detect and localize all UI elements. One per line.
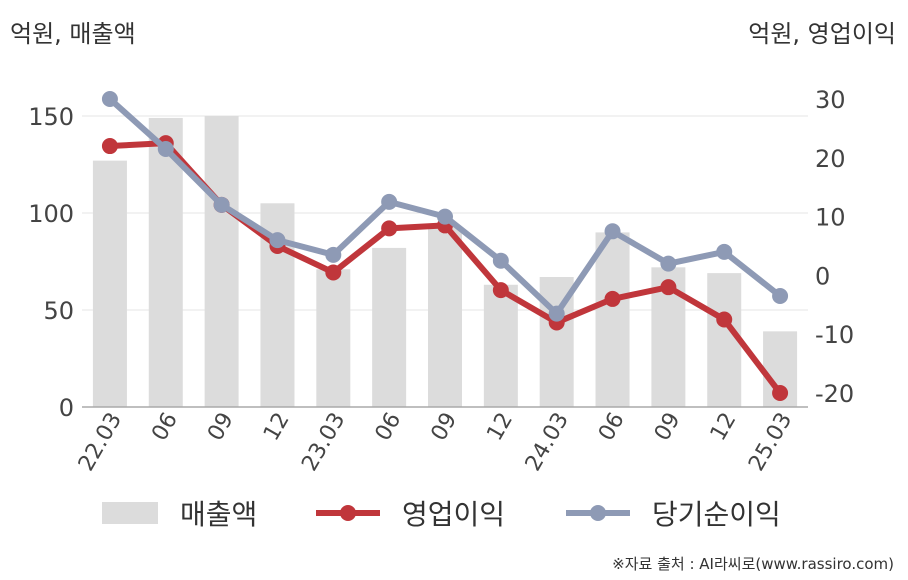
bar-sales (428, 226, 462, 407)
left-tick-label: 50 (43, 297, 74, 325)
left-tick-label: 100 (28, 200, 74, 228)
x-tick-label: 06 (594, 409, 630, 446)
legend-net-label: 당기순이익 (652, 498, 781, 531)
point-net-profit (381, 193, 398, 210)
right-tick-label: 0 (815, 262, 830, 290)
legend-operating-label: 영업이익 (402, 498, 506, 531)
x-tick-label: 06 (147, 409, 183, 446)
point-operating-profit (492, 282, 509, 299)
point-net-profit (548, 305, 565, 322)
point-net-profit (772, 287, 789, 304)
legend-operating-swatch (316, 502, 380, 524)
bar-sales (595, 232, 630, 407)
point-operating-profit (325, 264, 342, 281)
point-operating-profit (660, 279, 677, 296)
left-axis-unit-label: 억원, 매출액 (10, 20, 136, 48)
bar-sales (92, 160, 127, 407)
right-tick-label: 10 (815, 204, 846, 232)
legend-item-net: 당기순이익 (566, 493, 781, 533)
left-tick-label: 0 (59, 394, 74, 422)
point-operating-profit (772, 385, 789, 401)
right-tick-label: -20 (815, 380, 854, 408)
left-tick-label: 150 (28, 103, 74, 131)
point-net-profit (492, 252, 509, 269)
point-net-profit (660, 255, 677, 272)
point-operating-profit (381, 220, 398, 237)
x-tick-label: 24.03 (521, 409, 574, 476)
point-operating-profit (604, 290, 621, 307)
point-net-profit (157, 140, 174, 157)
bar-sales (372, 247, 407, 407)
bar-sales (148, 117, 183, 407)
legend-item-operating: 영업이익 (316, 493, 505, 533)
x-tick-label: 22.03 (74, 409, 127, 476)
x-tick-label: 06 (371, 409, 407, 446)
point-net-profit (716, 243, 733, 260)
point-net-profit (269, 232, 286, 249)
bar-sales (707, 273, 742, 407)
right-tick-label: -10 (815, 321, 854, 349)
chart-legend: 매출액 영업이익 당기순이익 (0, 493, 908, 533)
x-tick-label: 09 (427, 409, 463, 446)
point-net-profit (101, 91, 118, 107)
point-net-profit (437, 208, 453, 225)
legend-sales-label: 매출액 (180, 498, 258, 531)
x-tick-label: 09 (203, 409, 239, 446)
x-tick-label: 12 (259, 409, 295, 446)
x-tick-label: 23.03 (297, 409, 350, 476)
right-tick-label: 30 (815, 86, 846, 114)
point-net-profit (604, 223, 621, 240)
legend-sales-swatch (102, 502, 158, 524)
x-tick-label: 12 (706, 409, 742, 446)
bar-sales (316, 269, 351, 407)
source-note: ※자료 출처 : AI라씨로(www.rassiro.com) (612, 555, 894, 573)
point-operating-profit (101, 138, 118, 155)
x-tick-label: 12 (482, 409, 518, 446)
right-axis-unit-label: 억원, 영업이익 (748, 20, 896, 48)
legend-item-sales: 매출액 (102, 493, 257, 533)
bar-sales (204, 116, 239, 407)
x-tick-label: 25.03 (744, 409, 797, 476)
bar-sales (483, 284, 518, 407)
point-net-profit (325, 246, 342, 263)
x-tick-label: 09 (650, 409, 686, 446)
point-net-profit (213, 196, 230, 213)
right-tick-label: 20 (815, 145, 846, 173)
legend-net-swatch (566, 502, 630, 524)
point-operating-profit (716, 311, 733, 328)
